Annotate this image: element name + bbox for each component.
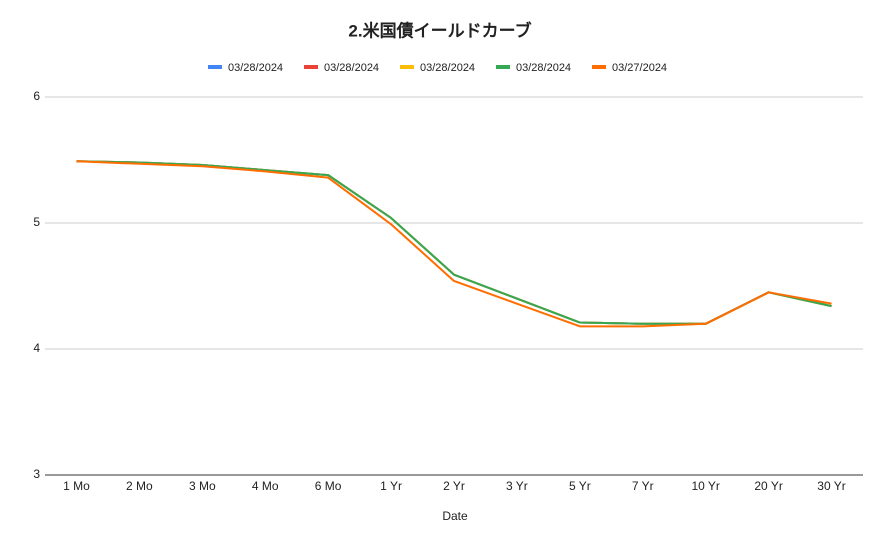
series-line — [76, 160, 832, 325]
x-tick-label: 7 Yr — [632, 479, 654, 493]
chart-title: 2.米国債イールドカーブ — [348, 20, 531, 40]
legend-label: 03/28/2024 — [324, 62, 379, 74]
x-tick-label: 4 Mo — [252, 479, 279, 493]
legend-label: 03/28/2024 — [516, 62, 571, 74]
x-tick-label: 10 Yr — [691, 479, 719, 493]
x-tick-label: 20 Yr — [754, 479, 782, 493]
series-line — [76, 160, 832, 325]
x-tick-label: 1 Yr — [380, 479, 402, 493]
y-tick-label: 3 — [33, 467, 40, 481]
y-tick-label: 5 — [33, 215, 40, 229]
y-tick-label: 6 — [33, 89, 40, 103]
legend-swatch — [496, 65, 510, 69]
x-tick-label: 30 Yr — [817, 479, 845, 493]
x-tick-label: 5 Yr — [569, 479, 591, 493]
x-axis-label: Date — [442, 509, 468, 523]
x-tick-label: 6 Mo — [315, 479, 342, 493]
x-tick-label: 2 Yr — [443, 479, 465, 493]
x-tick-label: 3 Mo — [189, 479, 216, 493]
legend-swatch — [208, 65, 222, 69]
legend-label: 03/27/2024 — [612, 62, 667, 74]
x-tick-label: 3 Yr — [506, 479, 528, 493]
legend-label: 03/28/2024 — [420, 62, 475, 74]
legend-swatch — [304, 65, 318, 69]
legend-swatch — [400, 65, 414, 69]
series-line — [76, 160, 832, 325]
y-tick-label: 4 — [33, 341, 40, 355]
legend-label: 03/28/2024 — [228, 62, 283, 74]
series-line — [76, 160, 832, 328]
x-tick-label: 2 Mo — [126, 479, 153, 493]
series-line — [76, 160, 832, 325]
legend-swatch — [592, 65, 606, 69]
x-tick-label: 1 Mo — [63, 479, 90, 493]
